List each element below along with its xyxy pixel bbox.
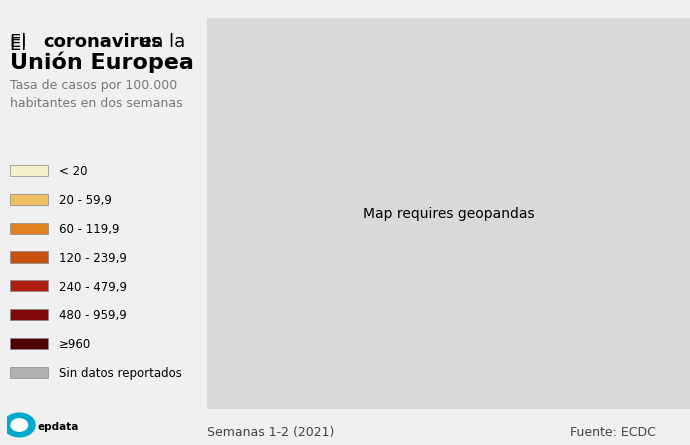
Text: Tasa de casos por 100.000
habitantes en dos semanas: Tasa de casos por 100.000 habitantes en … [10,79,183,110]
Text: 20 - 59,9: 20 - 59,9 [59,194,112,207]
Text: Map requires geopandas: Map requires geopandas [363,206,534,221]
Text: coronavirus: coronavirus [43,33,162,51]
Text: Fuente: ECDC: Fuente: ECDC [570,426,656,439]
Text: ≥960: ≥960 [59,338,91,352]
Text: 240 - 479,9: 240 - 479,9 [59,280,127,294]
Text: Sin datos reportados: Sin datos reportados [59,367,181,380]
Circle shape [3,413,35,437]
Text: 120 - 239,9: 120 - 239,9 [59,251,126,265]
Text: en la: en la [135,33,185,51]
Text: epdata: epdata [38,421,79,432]
Circle shape [11,419,28,431]
Text: El: El [10,36,32,53]
Text: 480 - 959,9: 480 - 959,9 [59,309,126,323]
Text: Semanas 1-2 (2021): Semanas 1-2 (2021) [207,426,335,439]
Text: El: El [10,33,32,51]
Text: 60 - 119,9: 60 - 119,9 [59,222,119,236]
Text: < 20: < 20 [59,165,87,178]
Text: Unión Europea: Unión Europea [10,52,194,73]
